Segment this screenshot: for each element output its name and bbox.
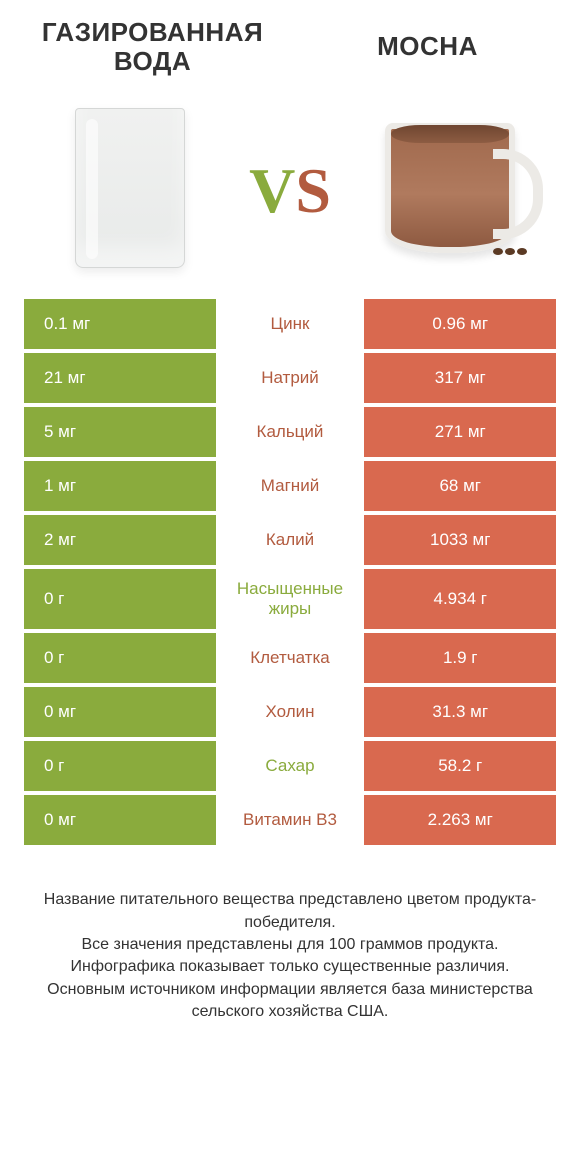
right-value-cell: 317 мг: [364, 353, 556, 403]
left-product-image: [30, 93, 230, 283]
vs-v-letter: V: [249, 155, 295, 226]
right-product-title: Mocha: [315, 32, 540, 61]
right-value-cell: 2.263 мг: [364, 795, 556, 845]
comparison-table: 0.1 мгЦинк0.96 мг21 мгНатрий317 мг5 мгКа…: [0, 299, 580, 845]
nutrient-label-cell: Магний: [216, 461, 365, 511]
right-value-cell: 4.934 г: [364, 569, 556, 629]
left-value-cell: 0 г: [24, 633, 216, 683]
left-value-cell: 21 мг: [24, 353, 216, 403]
sparkling-water-icon: [75, 108, 185, 268]
nutrient-label-cell: Натрий: [216, 353, 365, 403]
table-row: 0 гСахар58.2 г: [24, 741, 556, 791]
product-images: VS: [0, 83, 580, 299]
right-value-cell: 31.3 мг: [364, 687, 556, 737]
left-value-cell: 0 мг: [24, 687, 216, 737]
header: Газированная вода Mocha: [0, 0, 580, 83]
vs-label: VS: [249, 154, 331, 228]
nutrient-label-cell: Сахар: [216, 741, 365, 791]
footer-text: Название питательного вещества представл…: [28, 889, 552, 1023]
nutrient-label-cell: Насыщенные жиры: [216, 569, 365, 629]
right-value-cell: 271 мг: [364, 407, 556, 457]
nutrient-label-cell: Клетчатка: [216, 633, 365, 683]
nutrient-label-cell: Цинк: [216, 299, 365, 349]
right-value-cell: 1033 мг: [364, 515, 556, 565]
table-row: 2 мгКалий1033 мг: [24, 515, 556, 565]
nutrient-label-cell: Кальций: [216, 407, 365, 457]
left-value-cell: 0.1 мг: [24, 299, 216, 349]
right-value-cell: 1.9 г: [364, 633, 556, 683]
left-value-cell: 0 мг: [24, 795, 216, 845]
table-row: 0.1 мгЦинк0.96 мг: [24, 299, 556, 349]
left-value-cell: 1 мг: [24, 461, 216, 511]
nutrient-label-cell: Калий: [216, 515, 365, 565]
left-value-cell: 0 г: [24, 569, 216, 629]
vs-s-letter: S: [295, 155, 331, 226]
table-row: 0 гКлетчатка1.9 г: [24, 633, 556, 683]
left-value-cell: 2 мг: [24, 515, 216, 565]
right-value-cell: 0.96 мг: [364, 299, 556, 349]
table-row: 1 мгМагний68 мг: [24, 461, 556, 511]
table-row: 0 мгХолин31.3 мг: [24, 687, 556, 737]
mocha-mug-icon: [385, 123, 515, 253]
table-row: 0 мгВитамин B32.263 мг: [24, 795, 556, 845]
nutrient-label-cell: Витамин B3: [216, 795, 365, 845]
nutrient-label-cell: Холин: [216, 687, 365, 737]
left-product-title: Газированная вода: [40, 18, 265, 75]
table-row: 21 мгНатрий317 мг: [24, 353, 556, 403]
coffee-beans-icon: [493, 248, 527, 255]
left-value-cell: 5 мг: [24, 407, 216, 457]
table-row: 0 гНасыщенные жиры4.934 г: [24, 569, 556, 629]
right-product-image: [350, 93, 550, 283]
left-value-cell: 0 г: [24, 741, 216, 791]
right-value-cell: 68 мг: [364, 461, 556, 511]
right-value-cell: 58.2 г: [364, 741, 556, 791]
table-row: 5 мгКальций271 мг: [24, 407, 556, 457]
footer-note: Название питательного вещества представл…: [0, 849, 580, 1023]
